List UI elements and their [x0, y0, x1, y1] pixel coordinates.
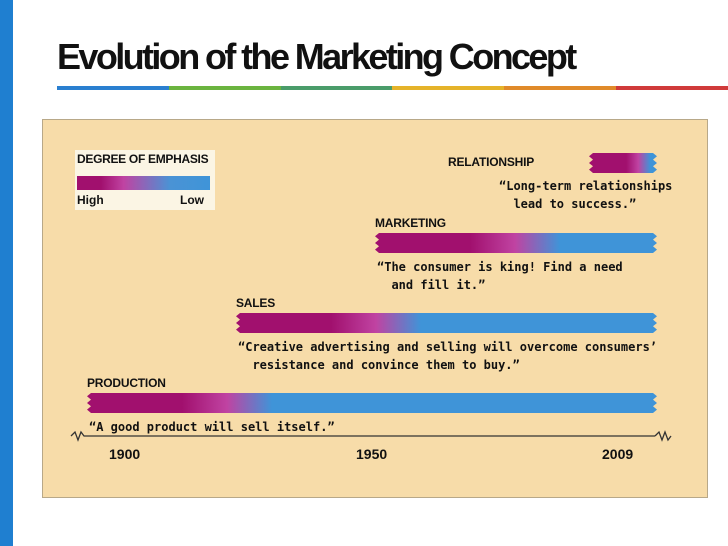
title-underline-segment: [504, 86, 617, 90]
slide-title: Evolution of the Marketing Concept: [57, 36, 577, 77]
title-underline: [57, 86, 728, 90]
era-bar-production: [87, 393, 657, 413]
era-quote-marketing: “The consumer is king! Find a need and f…: [377, 260, 623, 292]
era-bar-relationship: [589, 153, 657, 173]
tick-label-1900: 1900: [109, 446, 141, 462]
era-quote-production: “A good product will sell itself.”: [89, 420, 335, 434]
era-bar-shape: [87, 393, 657, 413]
legend-title: DEGREE OF EMPHASIS: [77, 152, 209, 166]
era-label-marketing: MARKETING: [375, 216, 446, 230]
tick-label-2009: 2009: [602, 446, 634, 462]
era-label-production: PRODUCTION: [87, 376, 166, 390]
evolution-diagram-panel: DEGREE OF EMPHASIS High Low RELATIONSHIP…: [42, 119, 708, 498]
title-underline-segment: [280, 86, 393, 90]
era-label-relationship: RELATIONSHIP: [448, 155, 535, 169]
tick-label-1950: 1950: [356, 446, 388, 462]
era-quote-relationship: “Long-term relationships lead to success…: [499, 179, 673, 211]
title-underline-segment: [392, 86, 505, 90]
timeline-axis-line: [70, 430, 672, 442]
emphasis-legend: DEGREE OF EMPHASIS High Low: [75, 150, 215, 210]
slide-side-accent: [0, 0, 13, 546]
legend-high-label: High: [77, 193, 104, 207]
era-bar-shape: [236, 313, 657, 333]
title-underline-segment: [616, 86, 728, 90]
era-bar-shape: [589, 153, 657, 173]
legend-gradient-bar: [77, 176, 210, 190]
era-quote-sales: “Creative advertising and selling will o…: [238, 340, 658, 372]
era-bar-sales: [236, 313, 657, 333]
timeline-axis: 1900 1950 2009: [43, 430, 707, 470]
era-label-sales: SALES: [236, 296, 276, 310]
title-underline-segment: [168, 86, 281, 90]
era-bar-shape: [375, 233, 657, 253]
era-bar-marketing: [375, 233, 657, 253]
title-underline-segment: [57, 86, 169, 90]
legend-low-label: Low: [180, 193, 204, 207]
